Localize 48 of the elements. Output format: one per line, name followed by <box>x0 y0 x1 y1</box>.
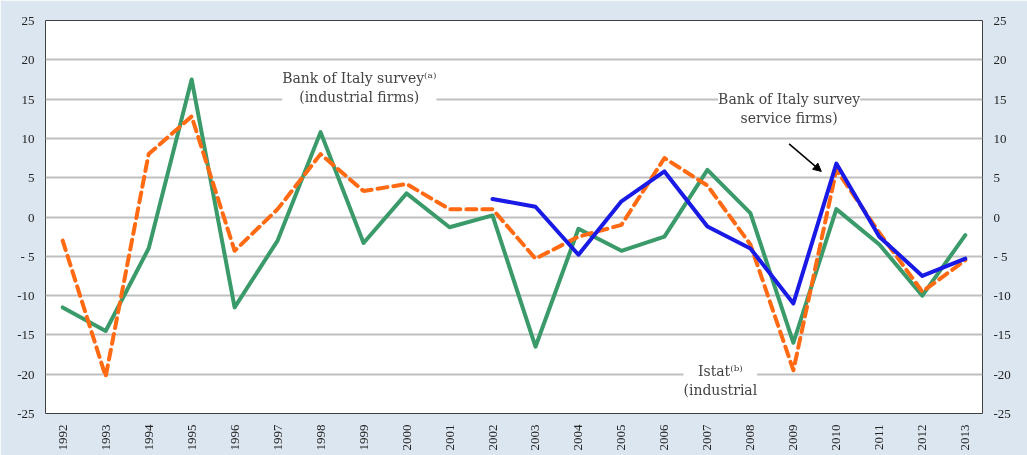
y2-tick-label: -20 <box>993 366 1011 382</box>
x-tick-label: 2008 <box>742 424 758 451</box>
x-tick-label: 2007 <box>699 424 715 451</box>
x-tick-label: 2005 <box>613 424 629 451</box>
line-series <box>490 161 968 306</box>
x-tick-label: 2009 <box>785 424 801 451</box>
y-tick-label: 20 <box>21 52 35 68</box>
x-tick-label: 1995 <box>183 424 199 451</box>
x-tick-label: 2000 <box>398 424 414 451</box>
y2-tick-label: 20 <box>993 52 1007 68</box>
y-tick-label: -25 <box>17 406 35 421</box>
y-tick-label: 5 <box>28 170 35 186</box>
y2-tick-label: 5 <box>993 170 1000 186</box>
x-tick-label: 2003 <box>527 424 543 451</box>
annotation: Bank of Italy survey⁽ᵃ⁾ (industrial firms) <box>282 69 437 105</box>
y-tick-label: -10 <box>17 288 35 304</box>
x-tick-label: 1999 <box>355 424 371 451</box>
x-tick-label: 1997 <box>269 424 285 451</box>
y2-tick-label: -10 <box>993 288 1011 304</box>
y2-tick-label: 15 <box>993 91 1007 107</box>
annotation: Bank of Italy survey service firms) <box>718 90 861 127</box>
x-tick-label: 2011 <box>871 424 887 451</box>
x-tick-label: 1992 <box>54 424 70 451</box>
x-tick-label: 2002 <box>484 424 500 451</box>
x-tick-label: 1994 <box>140 424 156 451</box>
y2-tick-label: -15 <box>993 327 1011 343</box>
x-tick-label: 2010 <box>828 424 844 451</box>
y2-tick-label: -25 <box>993 406 1011 421</box>
y2-tick-label: - 5 <box>993 248 1008 264</box>
y-tick-label: -15 <box>17 327 35 343</box>
y-tick-label: - 5 <box>20 248 35 264</box>
x-tick-label: 2013 <box>957 424 973 451</box>
x-tick-label: 2006 <box>656 424 672 451</box>
y-tick-label: 10 <box>21 130 35 146</box>
y-tick-label: 15 <box>21 91 35 107</box>
y2-tick-label: 25 <box>993 13 1007 28</box>
x-tick-label: 1998 <box>312 424 328 451</box>
y2-tick-label: 10 <box>993 130 1007 146</box>
y-tick-label: -20 <box>17 366 35 382</box>
y-tick-label: 25 <box>21 13 35 28</box>
x-tick-label: 1993 <box>97 424 113 451</box>
annotation: Istat⁽ᵇ⁾ (industrial <box>683 362 758 399</box>
x-tick-label: 2004 <box>570 424 586 451</box>
y2-tick-label: 0 <box>993 209 1000 225</box>
x-tick-label: 1996 <box>226 424 242 451</box>
y-tick-label: 0 <box>28 209 35 225</box>
x-tick-label: 2001 <box>441 424 457 451</box>
x-tick-label: 2012 <box>914 424 930 451</box>
